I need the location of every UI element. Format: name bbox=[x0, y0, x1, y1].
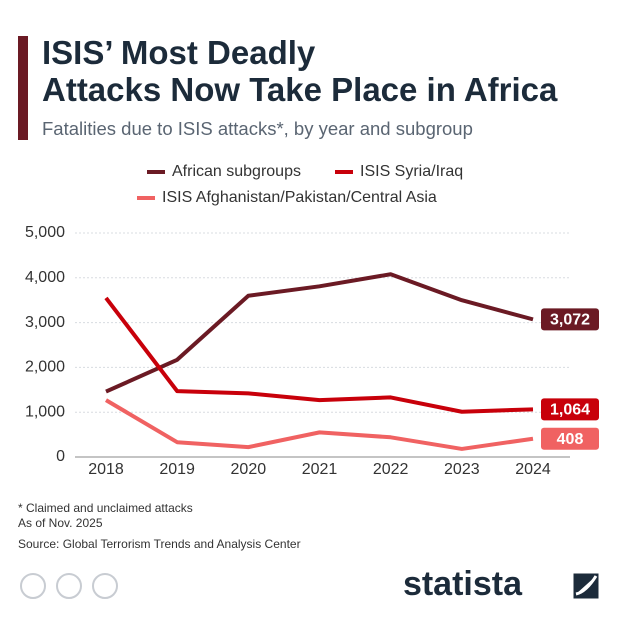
x-tick-label: 2023 bbox=[444, 461, 480, 478]
x-tick-label: 2019 bbox=[159, 461, 195, 478]
x-tick-label: 2021 bbox=[302, 461, 338, 478]
brand-icon bbox=[570, 570, 602, 602]
y-tick-label: 3,000 bbox=[25, 314, 65, 331]
value-label-box bbox=[541, 427, 599, 450]
brand-logo: statista bbox=[403, 565, 523, 603]
x-tick-label: 2020 bbox=[231, 461, 267, 478]
legend-label: African subgroups bbox=[172, 163, 301, 180]
note: * Claimed and unclaimed attacks bbox=[18, 501, 193, 515]
license-icons bbox=[20, 573, 118, 599]
series-line bbox=[105, 272, 534, 394]
series-line bbox=[104, 296, 534, 414]
legend-label: ISIS Syria/Iraq bbox=[360, 163, 463, 180]
y-tick-label: 2,000 bbox=[25, 359, 65, 376]
value-label: 3,072 bbox=[550, 312, 590, 329]
value-label-box bbox=[541, 308, 599, 331]
series-line bbox=[104, 398, 534, 451]
note: As of Nov. 2025 bbox=[18, 516, 103, 530]
y-tick-label: 1,000 bbox=[25, 403, 65, 420]
title-bar bbox=[18, 36, 28, 140]
x-tick-label: 2018 bbox=[88, 461, 124, 478]
y-tick-label: 4,000 bbox=[25, 269, 65, 286]
source: Source: Global Terrorism Trends and Anal… bbox=[18, 537, 301, 551]
chart-subtitle: Fatalities due to ISIS attacks*, by year… bbox=[42, 118, 473, 139]
x-tick-label: 2024 bbox=[515, 461, 551, 478]
value-label: 1,064 bbox=[550, 402, 590, 419]
y-tick-label: 5,000 bbox=[25, 224, 65, 241]
value-label-box bbox=[541, 398, 599, 421]
legend-label: ISIS Afghanistan/Pakistan/Central Asia bbox=[162, 189, 437, 206]
chart-title: ISIS’ Most Deadly Attacks Now Take Place … bbox=[42, 34, 558, 108]
y-tick-label: 0 bbox=[56, 448, 65, 465]
x-tick-label: 2022 bbox=[373, 461, 409, 478]
value-label: 408 bbox=[557, 431, 584, 448]
